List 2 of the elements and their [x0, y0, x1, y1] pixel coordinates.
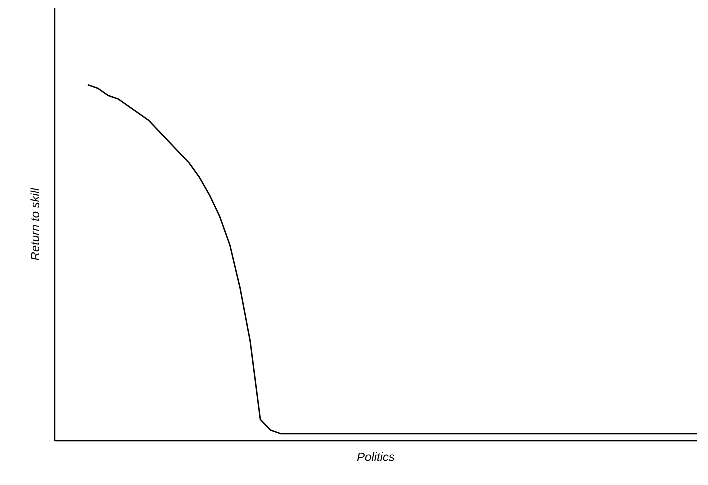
- y-axis-title: Return to skill: [30, 188, 40, 260]
- x-axis-title: Politics: [357, 452, 395, 462]
